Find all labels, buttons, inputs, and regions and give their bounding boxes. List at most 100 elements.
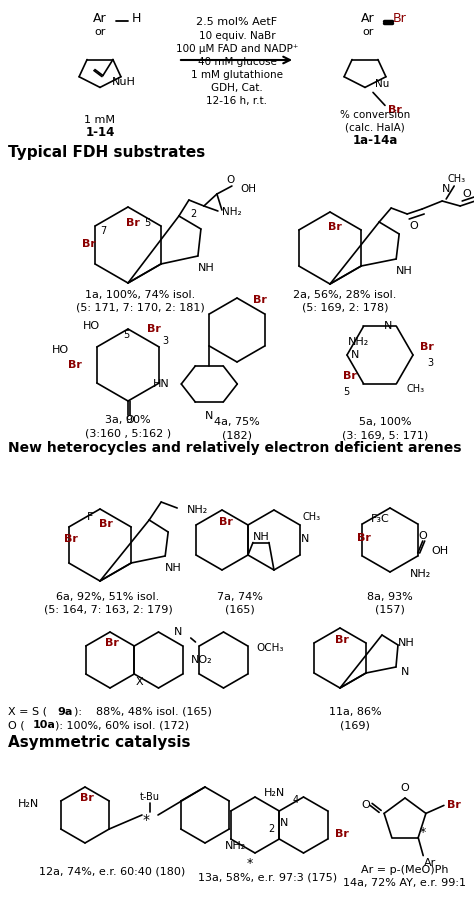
Text: 100 μM FAD and NADP⁺: 100 μM FAD and NADP⁺ [176, 44, 298, 54]
Text: N: N [384, 322, 392, 332]
Text: 3: 3 [162, 336, 168, 346]
Text: X = S (: X = S ( [8, 707, 47, 717]
Text: (5: 171, 7: 170, 2: 181): (5: 171, 7: 170, 2: 181) [76, 303, 204, 313]
Text: H₂N: H₂N [18, 799, 39, 809]
Text: NH₂: NH₂ [222, 207, 242, 217]
Text: Br: Br [343, 370, 356, 380]
Text: NuH: NuH [112, 77, 136, 87]
Text: 7: 7 [100, 226, 106, 236]
Text: *: * [420, 826, 426, 839]
Text: (5: 164, 7: 163, 2: 179): (5: 164, 7: 163, 2: 179) [44, 605, 173, 615]
Text: 2a, 56%, 28% isol.: 2a, 56%, 28% isol. [293, 290, 397, 300]
Text: Br: Br [253, 295, 267, 305]
Text: OCH₃: OCH₃ [256, 643, 284, 653]
Text: Typical FDH substrates: Typical FDH substrates [8, 145, 205, 161]
Text: O: O [362, 800, 371, 811]
Text: HO: HO [52, 345, 69, 355]
Text: GDH, Cat.: GDH, Cat. [211, 83, 263, 93]
Text: N: N [280, 818, 289, 828]
Text: Ar = p-(MeO)Ph: Ar = p-(MeO)Ph [361, 865, 449, 875]
Text: O: O [126, 415, 134, 425]
Text: 1a, 100%, 74% isol.: 1a, 100%, 74% isol. [85, 290, 195, 300]
Text: Br: Br [420, 342, 434, 352]
Text: O: O [463, 189, 472, 199]
Text: NH₂: NH₂ [348, 337, 369, 347]
Text: Br: Br [64, 534, 78, 544]
Text: Br: Br [126, 218, 140, 228]
Text: 13a, 58%, e.r. 97:3 (175): 13a, 58%, e.r. 97:3 (175) [199, 872, 337, 882]
Text: (169): (169) [340, 720, 370, 730]
Text: 5: 5 [343, 387, 349, 397]
Text: (5: 169, 2: 178): (5: 169, 2: 178) [302, 303, 388, 313]
Text: N: N [442, 184, 450, 194]
Text: N: N [205, 411, 213, 421]
Text: NH₂: NH₂ [187, 505, 209, 515]
Text: HO: HO [83, 321, 100, 331]
Text: O: O [410, 221, 419, 231]
Text: ): 100%, 60% isol. (172): ): 100%, 60% isol. (172) [55, 720, 189, 730]
Text: Br: Br [99, 519, 113, 529]
Text: OH: OH [432, 546, 449, 556]
Text: N: N [401, 667, 409, 677]
Text: 3a, 90%: 3a, 90% [105, 415, 151, 425]
Text: Br: Br [105, 638, 119, 648]
Text: 3: 3 [427, 358, 433, 368]
Text: 1 mM glutathione: 1 mM glutathione [191, 70, 283, 80]
Text: HN: HN [153, 379, 169, 389]
Text: H₂N: H₂N [264, 788, 285, 798]
Text: Br: Br [388, 106, 402, 116]
Text: 6a, 92%, 51% isol.: 6a, 92%, 51% isol. [56, 592, 160, 602]
Text: Br: Br [447, 800, 461, 811]
Text: 12a, 74%, e.r. 60:40 (180): 12a, 74%, e.r. 60:40 (180) [39, 867, 185, 877]
Text: O: O [401, 783, 410, 793]
Text: 11a, 86%: 11a, 86% [328, 707, 381, 717]
Text: 2: 2 [268, 824, 274, 834]
Text: Ar: Ar [361, 12, 375, 25]
Text: 10 equiv. NaBr: 10 equiv. NaBr [199, 31, 275, 41]
Text: H: H [131, 12, 141, 25]
Text: CH₃: CH₃ [407, 383, 425, 393]
Text: 2: 2 [190, 209, 196, 219]
Text: CH₃: CH₃ [303, 512, 321, 522]
Text: 40 mM glucose: 40 mM glucose [198, 57, 276, 67]
Text: (3: 169, 5: 171): (3: 169, 5: 171) [342, 430, 428, 440]
Text: O: O [227, 175, 235, 185]
Text: ):    88%, 48% isol. (165): ): 88%, 48% isol. (165) [74, 707, 212, 717]
Text: 14a, 72% AY, e.r. 99:1: 14a, 72% AY, e.r. 99:1 [344, 878, 466, 888]
Text: 10a: 10a [33, 720, 56, 730]
Text: (182): (182) [222, 430, 252, 440]
Text: Br: Br [393, 12, 407, 25]
Text: Asymmetric catalysis: Asymmetric catalysis [8, 734, 191, 750]
Text: % conversion: % conversion [340, 110, 410, 120]
Text: NH: NH [198, 263, 214, 273]
Text: NH₂: NH₂ [225, 841, 246, 851]
Text: or: or [362, 27, 374, 37]
Text: 8a, 93%: 8a, 93% [367, 592, 413, 602]
Text: N: N [351, 350, 359, 360]
Text: *: * [247, 857, 253, 869]
Text: 1 mM: 1 mM [84, 115, 116, 125]
Text: F₃C: F₃C [371, 514, 390, 524]
Text: Br: Br [80, 793, 94, 803]
Text: N: N [301, 534, 309, 544]
Text: NH: NH [396, 266, 412, 276]
Text: X: X [136, 677, 143, 687]
Text: CH₃: CH₃ [447, 174, 465, 184]
Text: N: N [173, 627, 182, 637]
Text: 9a: 9a [57, 707, 73, 717]
Text: 5a, 100%: 5a, 100% [359, 417, 411, 427]
Text: (calc. HalA): (calc. HalA) [345, 123, 405, 133]
Text: 5: 5 [144, 218, 150, 228]
Text: Br: Br [335, 829, 349, 839]
Text: 1-14: 1-14 [85, 127, 115, 140]
Text: NH: NH [398, 638, 414, 648]
Text: OH: OH [240, 184, 256, 194]
Text: Br: Br [219, 517, 233, 527]
Text: t-Bu: t-Bu [140, 792, 160, 802]
Text: 4a, 75%: 4a, 75% [214, 417, 260, 427]
Text: Nu: Nu [375, 79, 389, 89]
Text: F: F [87, 512, 93, 522]
Text: 12-16 h, r.t.: 12-16 h, r.t. [207, 96, 267, 106]
Text: NH₂: NH₂ [410, 569, 431, 579]
Text: (157): (157) [375, 605, 405, 615]
